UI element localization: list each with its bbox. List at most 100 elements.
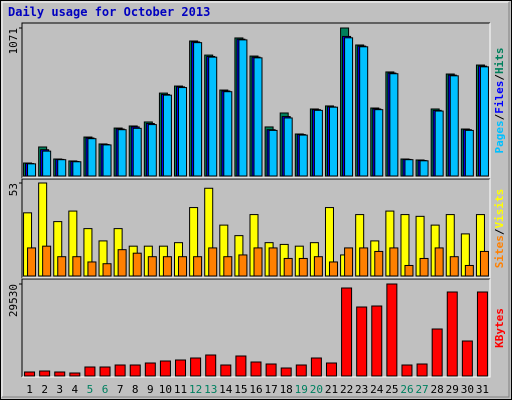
bar: [223, 256, 233, 277]
x-tick-label: 20: [310, 383, 323, 396]
bar: [208, 247, 218, 277]
bar: [313, 256, 323, 277]
x-tick-label: 22: [340, 383, 353, 396]
x-tick-label: 19: [295, 383, 308, 396]
bar: [416, 363, 428, 377]
x-tick-label: 10: [159, 383, 172, 396]
x-tick-label: 30: [461, 383, 474, 396]
bar: [253, 247, 263, 277]
panel-shadow: [21, 178, 490, 278]
x-tick-label: 8: [132, 383, 139, 396]
bar: [54, 371, 66, 377]
bar: [208, 56, 218, 177]
legend-entry: Sites: [493, 235, 506, 268]
bar: [479, 250, 489, 277]
x-tick-label: 6: [102, 383, 109, 396]
legend-entry: Files: [493, 81, 506, 114]
bar: [27, 247, 37, 277]
panel-highlight: [22, 23, 491, 179]
bar: [419, 257, 429, 277]
bar: [132, 252, 142, 277]
legend: KBytes: [493, 308, 506, 348]
x-tick-label: 11: [174, 383, 187, 396]
bar: [162, 256, 172, 277]
x-tick-label: 24: [370, 383, 384, 396]
bar: [268, 129, 278, 177]
bar: [114, 364, 126, 377]
bar: [42, 150, 52, 177]
bar: [449, 256, 459, 277]
x-tick-label: 9: [147, 383, 154, 396]
x-tick-label: 13: [204, 383, 217, 396]
bar: [42, 245, 52, 277]
bar: [117, 249, 127, 277]
x-tick-label: 17: [264, 383, 277, 396]
x-tick-label: 28: [431, 383, 444, 396]
bar: [84, 366, 96, 377]
x-tick-label: 25: [385, 383, 398, 396]
x-tick-label: 5: [87, 383, 94, 396]
bar: [280, 367, 292, 377]
x-tick-label: 7: [117, 383, 124, 396]
bar: [102, 144, 112, 177]
x-tick-label: 2: [41, 383, 48, 396]
bar: [205, 354, 217, 377]
bar: [479, 66, 489, 177]
bar: [147, 256, 157, 277]
bar: [102, 263, 112, 277]
bar: [250, 361, 262, 377]
x-tick-label: 18: [280, 383, 293, 396]
bar: [253, 57, 263, 177]
bar: [24, 371, 36, 377]
bar: [344, 37, 354, 177]
x-tick-label: 1: [26, 383, 33, 396]
panel-shadow: [21, 278, 490, 377]
bar: [328, 261, 338, 277]
bar: [295, 364, 307, 377]
panel-shadow: [21, 22, 490, 178]
bar: [374, 109, 384, 177]
bar: [57, 256, 67, 277]
bar: [341, 287, 353, 377]
x-tick-label: 4: [72, 383, 79, 396]
y-tick-label: 53: [7, 183, 20, 196]
bar: [223, 91, 233, 177]
legend-separator: /: [493, 228, 506, 235]
bar: [39, 370, 51, 377]
legend-separator: /: [493, 113, 506, 120]
bar: [431, 328, 443, 377]
bar: [238, 39, 248, 177]
bar: [283, 257, 293, 277]
bar: [283, 117, 293, 177]
bar: [389, 73, 399, 177]
bar: [144, 362, 156, 377]
bar: [87, 261, 97, 277]
bar: [159, 360, 171, 377]
bar: [449, 75, 459, 177]
bar: [147, 124, 157, 177]
bar: [99, 366, 111, 377]
legend-entry: Hits: [493, 48, 506, 75]
legend-entry: Pages: [493, 120, 506, 153]
bar: [325, 362, 337, 377]
bar: [265, 363, 277, 377]
bar: [129, 364, 141, 377]
chart-title: Daily usage for October 2013: [8, 5, 210, 19]
x-tick-label: 23: [355, 383, 368, 396]
bar: [446, 291, 458, 377]
y-tick-label: 29530: [7, 284, 20, 317]
bar: [464, 129, 474, 177]
bar: [72, 256, 82, 277]
bar: [238, 254, 248, 277]
x-tick-label: 29: [446, 383, 459, 396]
x-tick-label: 26: [400, 383, 413, 396]
bar: [310, 357, 322, 377]
bar: [175, 359, 187, 377]
bar: [298, 134, 308, 177]
bar: [434, 110, 444, 177]
x-tick-label: 3: [56, 383, 63, 396]
bar: [220, 364, 232, 377]
bar: [69, 372, 81, 377]
x-tick-label: 14: [219, 383, 233, 396]
